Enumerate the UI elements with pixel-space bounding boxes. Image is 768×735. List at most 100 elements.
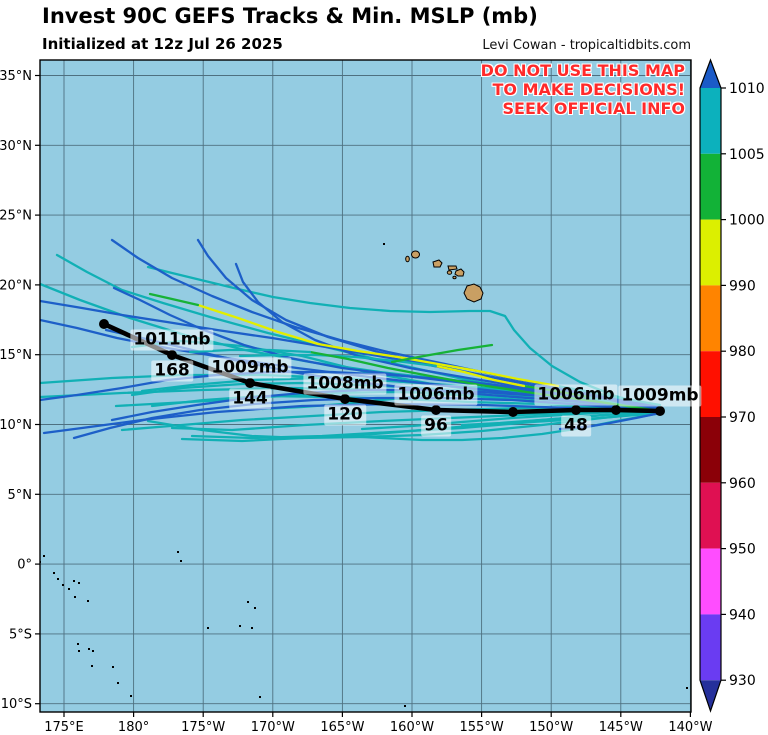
colorbar-tick-label: 980 xyxy=(729,344,756,360)
island-speck xyxy=(254,607,256,609)
island-speck xyxy=(117,682,119,684)
ensemble-track-line xyxy=(146,265,662,410)
mean-track-layer xyxy=(99,319,665,417)
colorbar-segment xyxy=(700,417,721,483)
island-hawaii xyxy=(452,275,457,280)
island-hawaii xyxy=(446,270,453,275)
y-axis-tick-label: 35°N xyxy=(0,69,32,84)
island-speck xyxy=(239,625,241,627)
island-speck xyxy=(247,601,249,603)
island-speck xyxy=(686,687,688,689)
attribution-text: Levi Cowan - tropicaltidbits.com xyxy=(482,38,691,53)
colorbar-tick-label: 990 xyxy=(729,278,756,294)
page-title: Invest 90C GEFS Tracks & Min. MSLP (mb) xyxy=(42,4,538,28)
ensemble-track-line xyxy=(390,343,494,364)
x-axis-tick-label: 140°W xyxy=(668,720,712,735)
waypoint-pressure-label: 1006mb xyxy=(534,384,618,406)
x-axis-tick-label: 150°W xyxy=(529,720,573,735)
x-axis-tick-label: 145°W xyxy=(599,720,643,735)
island-speck xyxy=(57,578,59,580)
island-speck xyxy=(207,627,209,629)
y-axis-tick-label: 5°N xyxy=(8,488,33,503)
warning-disclaimer: DO NOT USE THIS MAP TO MAKE DECISIONS! S… xyxy=(481,61,685,118)
y-axis-tick-label: 0° xyxy=(17,558,32,573)
waypoint-pressure-label: 1008mb xyxy=(303,373,387,395)
y-axis-tick-label: 5°S xyxy=(9,627,32,642)
colorbar-top-arrow xyxy=(700,60,721,88)
waypoint-dot xyxy=(99,319,109,329)
colorbar-segment xyxy=(700,285,721,352)
colorbar-segment xyxy=(700,614,721,681)
ensemble-track-line xyxy=(42,402,662,435)
colorbar-segment xyxy=(700,219,721,286)
x-axis-tick-label: 155°W xyxy=(460,720,504,735)
ensemble-track-line xyxy=(188,348,312,354)
colorbar-tick-label: 930 xyxy=(729,673,756,689)
warning-line-2: TO MAKE DECISIONS! xyxy=(492,80,685,99)
colorbar-segment xyxy=(700,153,721,220)
colorbar-segment xyxy=(700,548,721,615)
waypoint-hour-label: 48 xyxy=(561,415,591,437)
warning-line-1: DO NOT USE THIS MAP xyxy=(480,61,685,80)
x-axis-tick-label: 170°W xyxy=(251,720,295,735)
waypoint-dot xyxy=(431,405,441,415)
island-speck xyxy=(404,705,406,707)
colorbar-segment xyxy=(700,482,721,549)
colorbar-tick-label: 1000 xyxy=(729,213,765,229)
y-axis-tick-label: 20°N xyxy=(0,278,32,293)
waypoint-dot xyxy=(340,394,350,404)
waypoint-dot xyxy=(611,405,621,415)
island-speck xyxy=(43,555,45,557)
y-axis-tick-label: 10°N xyxy=(0,418,32,433)
colorbar-tick-label: 970 xyxy=(729,410,756,426)
ensemble-track-line xyxy=(460,410,662,427)
island-speck xyxy=(74,596,76,598)
waypoint-dot xyxy=(508,407,518,417)
island-speck xyxy=(130,695,132,697)
ensemble-track-line xyxy=(196,303,560,388)
colorbar-tick-label: 940 xyxy=(729,607,756,623)
colorbar-segment xyxy=(700,351,721,417)
colorbar-segment xyxy=(700,88,721,154)
waypoint-pressure-label: 1009mb xyxy=(618,385,702,407)
colorbar-tick-label: 960 xyxy=(729,476,756,492)
island-speck xyxy=(77,643,79,645)
island-hawaii xyxy=(405,255,410,263)
waypoint-dot xyxy=(571,405,581,415)
island-hawaii xyxy=(447,265,458,271)
island-hawaii xyxy=(463,283,484,303)
axis-ticks xyxy=(35,74,692,717)
y-axis-tick-label: 15°N xyxy=(0,348,32,363)
island-speck xyxy=(259,696,261,698)
island-hawaii xyxy=(432,259,443,268)
axis-labels: 175°E 180° 175°W 170°W 165°W 160°W 155°W 150°W 1… xyxy=(0,69,713,735)
islands-layer xyxy=(405,250,484,303)
island-speck xyxy=(112,666,114,668)
x-axis-tick-label: 160°W xyxy=(390,720,434,735)
colorbar: 1010 1005 1000 990 980 970 960 950 940 930 xyxy=(699,58,765,713)
island-speck xyxy=(91,665,93,667)
island-speck xyxy=(87,600,89,602)
x-axis-tick-label: 165°W xyxy=(320,720,364,735)
island-hawaii xyxy=(454,268,465,277)
x-axis-tick-label: 180° xyxy=(118,720,149,735)
island-speck xyxy=(180,560,182,562)
island-speck xyxy=(88,648,90,650)
waypoint-hour-label: 168 xyxy=(151,360,193,382)
ensemble-track-line xyxy=(196,238,662,410)
waypoint-pressure-label: 1009mb xyxy=(208,357,292,379)
island-speck xyxy=(62,584,64,586)
waypoint-hour-label: 96 xyxy=(421,415,451,437)
y-axis-tick-label: 10°S xyxy=(1,697,32,712)
waypoint-dot xyxy=(655,406,665,416)
waypoint-hour-label: 144 xyxy=(229,388,271,410)
waypoint-pressure-label: 1006mb xyxy=(394,384,478,406)
x-axis-tick-label: 175°W xyxy=(181,720,225,735)
island-speck xyxy=(78,582,80,584)
island-speck xyxy=(53,572,55,574)
island-hawaii xyxy=(411,250,420,259)
colorbar-tick-label: 950 xyxy=(729,542,756,558)
init-time-subtitle: Initialized at 12z Jul 26 2025 xyxy=(42,35,283,53)
island-speck xyxy=(251,627,253,629)
